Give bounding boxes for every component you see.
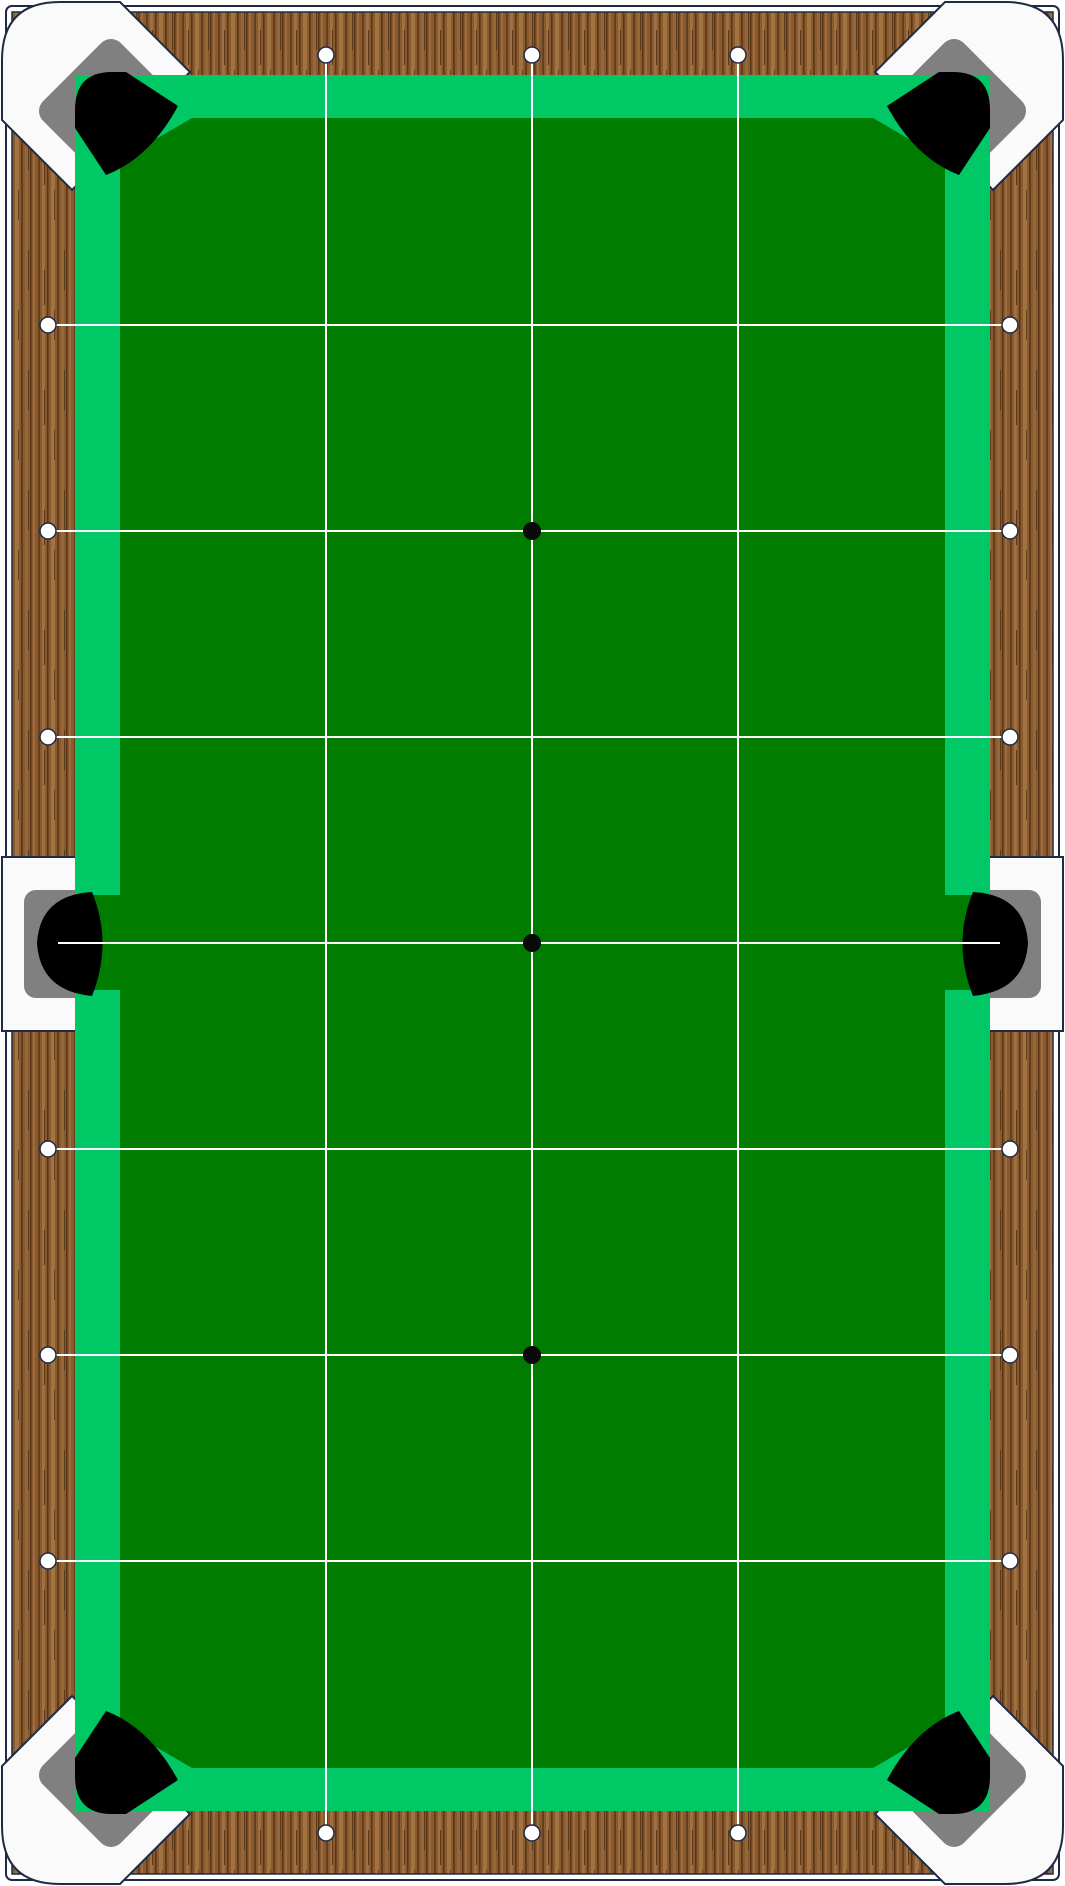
diamond-right-4 (1001, 1140, 1019, 1158)
diamond-right-1 (1001, 316, 1019, 334)
diamond-top-2 (523, 46, 541, 64)
diamond-left-5 (39, 1346, 57, 1364)
grid-lines (48, 55, 1010, 1833)
pocket-top-right (887, 72, 990, 175)
diamond-left-6 (39, 1552, 57, 1570)
pocket-bottom-left (75, 1711, 178, 1814)
diamond-right-2 (1001, 522, 1019, 540)
diamond-bottom-3 (729, 1824, 747, 1842)
pocket-top-left (75, 72, 178, 175)
diamond-top-3 (729, 46, 747, 64)
diamond-left-3 (39, 728, 57, 746)
diamond-left-1 (39, 316, 57, 334)
diamond-right-3 (1001, 728, 1019, 746)
diamond-right-6 (1001, 1552, 1019, 1570)
diamond-top-1 (317, 46, 335, 64)
center-spot (523, 934, 541, 952)
diamond-bottom-1 (317, 1824, 335, 1842)
foot-spot (523, 1346, 541, 1364)
spots (523, 522, 541, 1364)
pocket-bottom-right (887, 1711, 990, 1814)
diamond-left-2 (39, 522, 57, 540)
diamonds (39, 46, 1019, 1842)
diamond-right-5 (1001, 1346, 1019, 1364)
pockets (37, 72, 1028, 1814)
head-spot (523, 522, 541, 540)
diamond-left-4 (39, 1140, 57, 1158)
diamond-bottom-2 (523, 1824, 541, 1842)
